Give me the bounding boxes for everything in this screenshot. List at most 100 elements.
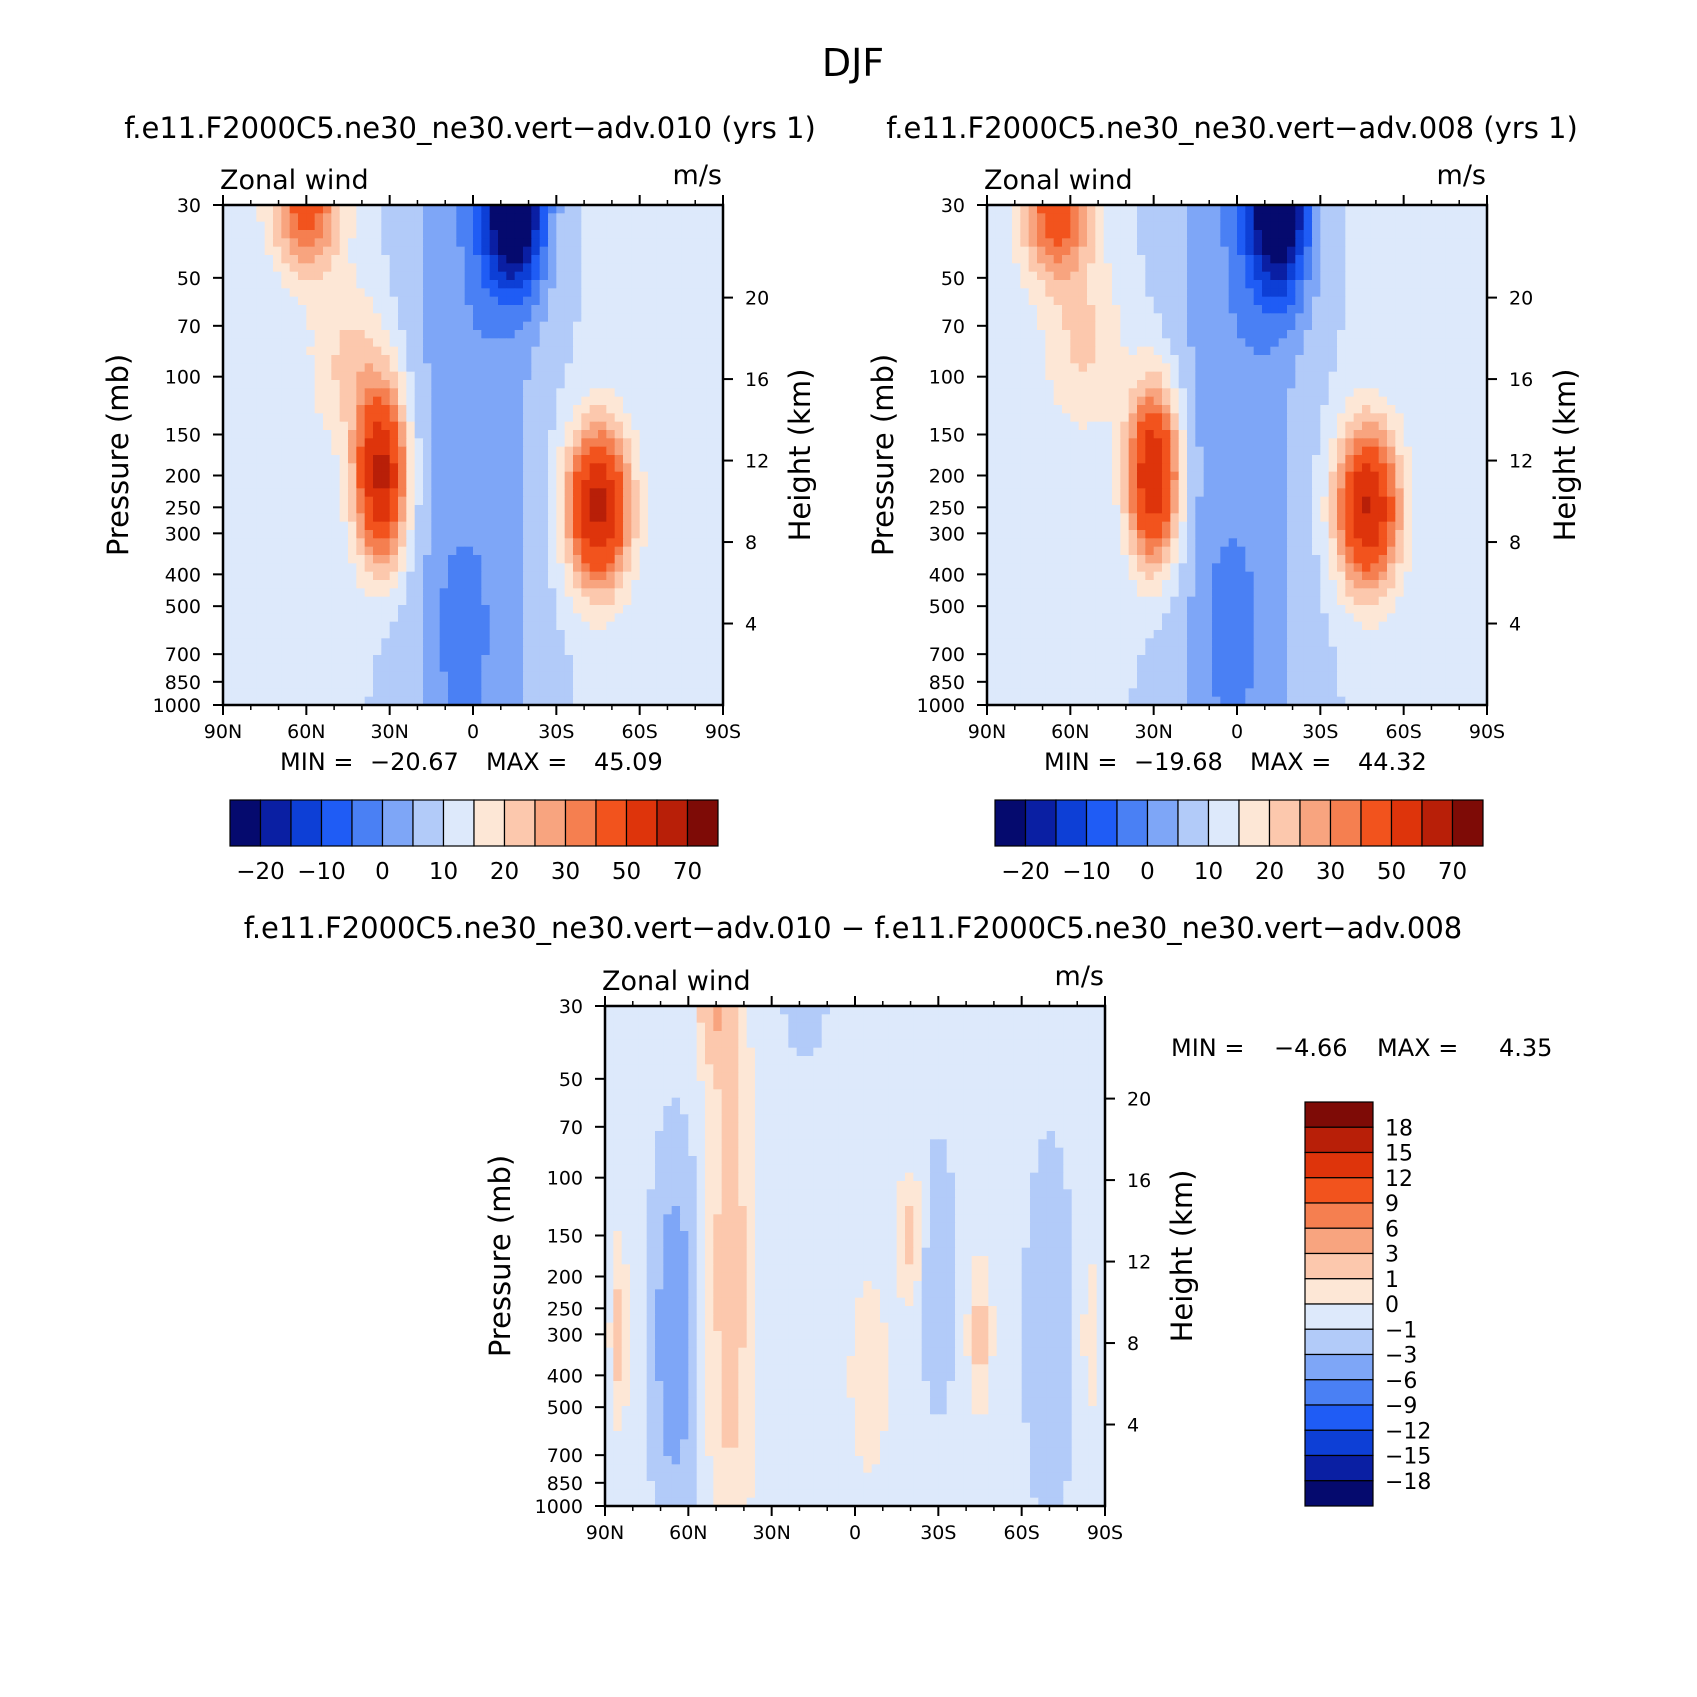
field-cell <box>995 238 1005 248</box>
field-cell <box>1070 213 1080 223</box>
field-cell <box>498 505 507 514</box>
field-cell <box>1137 263 1146 273</box>
field-cell <box>1453 305 1463 314</box>
field-cell <box>673 663 682 673</box>
field-cell <box>564 221 574 231</box>
field-cell <box>348 363 357 373</box>
field-cell <box>389 313 399 323</box>
field-cell <box>398 413 407 423</box>
field-cell <box>531 530 541 539</box>
field-cell <box>1362 330 1371 339</box>
field-cell <box>348 588 357 598</box>
field-cell <box>273 313 282 323</box>
field-cell <box>306 696 316 706</box>
field-cell <box>256 280 266 289</box>
field-cell <box>423 546 432 556</box>
field-cell <box>273 221 282 231</box>
field-cell <box>589 396 599 406</box>
field-cell <box>239 530 249 539</box>
field-cell <box>323 555 332 564</box>
field-cell <box>498 630 507 639</box>
field-cell <box>523 263 532 273</box>
field-cell <box>1420 305 1430 314</box>
field-cell <box>564 696 574 706</box>
field-cell <box>1328 313 1338 323</box>
field-cell <box>1328 355 1338 364</box>
field-cell <box>1303 205 1313 214</box>
field-cell <box>1345 205 1355 214</box>
field-cell <box>356 563 366 573</box>
field-cell <box>1253 338 1263 348</box>
field-cell <box>598 605 607 614</box>
field-cell <box>289 346 299 356</box>
field-cell <box>381 321 391 331</box>
field-cell <box>548 230 557 239</box>
field-cell <box>1437 330 1446 339</box>
field-cell <box>339 413 349 423</box>
field-cell <box>239 421 249 431</box>
field-cell <box>289 480 299 489</box>
field-cell <box>623 613 632 623</box>
field-cell <box>1128 263 1138 273</box>
field-cell <box>1020 280 1030 289</box>
field-cell <box>256 696 266 706</box>
field-cell <box>673 438 682 448</box>
field-cell <box>348 521 357 531</box>
field-cell <box>289 255 299 264</box>
field-cell <box>1337 280 1346 289</box>
field-cell <box>398 363 407 373</box>
field-cell <box>1228 363 1238 373</box>
field-cell <box>681 321 691 331</box>
field-cell <box>639 505 649 514</box>
field-cell <box>314 613 324 623</box>
panel1-units: m/s <box>673 160 722 191</box>
field-cell <box>364 580 374 589</box>
field-cell <box>1370 238 1380 248</box>
field-cell <box>639 263 649 273</box>
field-cell <box>639 405 649 414</box>
field-cell <box>1328 230 1338 239</box>
field-cell <box>331 388 341 398</box>
field-cell <box>289 405 299 414</box>
field-cell <box>556 505 566 514</box>
field-cell <box>248 421 257 431</box>
field-cell <box>489 396 499 406</box>
field-cell <box>1437 271 1446 281</box>
field-cell <box>406 680 416 689</box>
field-cell <box>456 313 466 323</box>
field-cell <box>689 621 699 631</box>
field-cell <box>314 638 324 648</box>
field-cell <box>256 555 266 564</box>
field-cell <box>256 455 266 464</box>
field-cell <box>448 380 457 389</box>
field-cell <box>398 538 407 548</box>
field-cell <box>1212 246 1221 256</box>
field-cell <box>1212 280 1221 289</box>
field-cell <box>414 338 424 348</box>
field-cell <box>273 213 282 223</box>
field-cell <box>264 363 274 373</box>
colorbar-label: 50 <box>612 859 641 885</box>
field-cell <box>256 346 266 356</box>
field-cell <box>698 488 707 498</box>
field-cell <box>348 205 357 214</box>
field-cell <box>589 438 599 448</box>
field-cell <box>689 688 699 698</box>
field-cell <box>489 655 499 664</box>
field-cell <box>623 230 632 239</box>
colorbar-label: −10 <box>297 859 346 885</box>
field-cell <box>598 555 607 564</box>
field-cell <box>1103 330 1113 339</box>
field-cell <box>339 621 349 631</box>
field-cell <box>431 696 441 706</box>
field-cell <box>556 246 566 256</box>
field-cell <box>348 355 357 364</box>
field-cell <box>531 271 541 281</box>
field-cell <box>664 271 674 281</box>
field-cell <box>381 330 391 339</box>
field-cell <box>489 246 499 256</box>
field-cell <box>431 371 441 381</box>
field-cell <box>439 363 449 373</box>
field-cell <box>481 563 491 573</box>
field-cell <box>381 246 391 256</box>
